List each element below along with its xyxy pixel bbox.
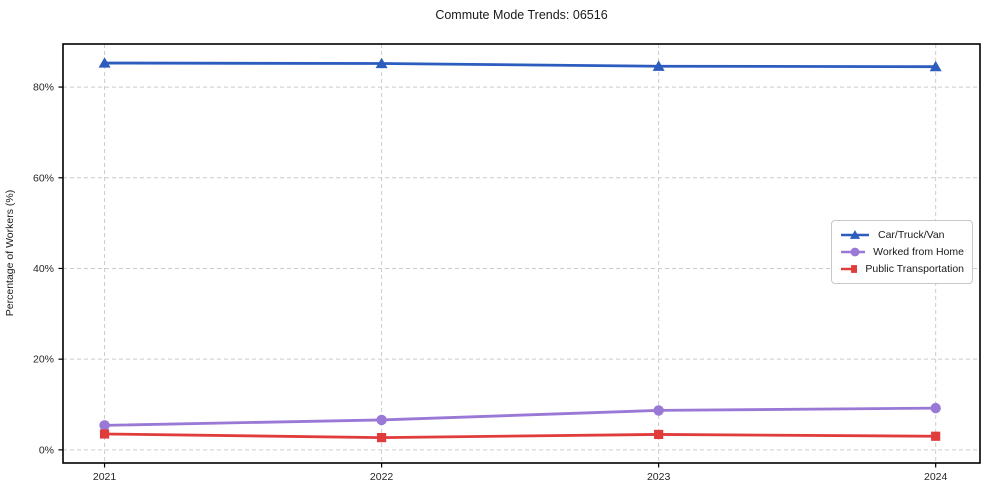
x-tick-label: 2021	[93, 471, 117, 483]
legend-label: Car/Truck/Van	[878, 229, 945, 241]
legend-item-worked-from-home: Worked from Home	[840, 244, 964, 260]
y-tick-label: 80%	[33, 82, 54, 94]
marker-circle	[99, 420, 110, 431]
marker-circle	[850, 247, 860, 257]
marker-triangle	[849, 230, 861, 239]
chart-title: Commute Mode Trends: 06516	[435, 8, 608, 22]
series-line	[104, 432, 936, 440]
legend-square-marker-icon	[841, 265, 858, 273]
x-tick-label: 2024	[924, 471, 948, 483]
marker-triangle	[98, 57, 111, 68]
marker-square	[931, 431, 941, 441]
gridlines	[63, 44, 980, 463]
legend-item-public-transportation: Public Transportation	[840, 261, 964, 277]
series-line	[104, 61, 936, 69]
marker-triangle	[929, 60, 942, 72]
series-worked-from-home	[99, 402, 941, 431]
marker-circle	[930, 402, 941, 414]
marker-square	[851, 265, 858, 273]
legend-label: Worked from Home	[873, 246, 964, 258]
marker-square	[99, 429, 110, 439]
axis-tick-labels: 0% 20% 40% 60% 80% 2021 2022 2023 2024	[33, 82, 948, 483]
marker-square	[376, 433, 387, 443]
series-car-truck-van	[98, 57, 942, 72]
y-tick-label: 40%	[33, 263, 54, 275]
plot-border	[62, 43, 981, 464]
y-tick-label: 60%	[33, 172, 54, 184]
legend: Car/Truck/Van Worked from Home Public Tran…	[831, 220, 973, 284]
y-tick-label: 0%	[39, 444, 54, 456]
marker-triangle	[652, 60, 665, 71]
legend-triangle-marker-icon	[841, 230, 869, 239]
x-tick-label: 2022	[370, 471, 394, 483]
y-tick-label: 20%	[33, 354, 54, 366]
legend-label: Public Transportation	[865, 263, 964, 275]
series-public-transportation	[99, 429, 941, 443]
marker-circle	[653, 405, 664, 416]
legend-item-car-truck-van: Car/Truck/Van	[840, 227, 964, 243]
legend-circle-marker-icon	[841, 247, 866, 257]
x-tick-label: 2023	[647, 471, 671, 483]
marker-circle	[376, 414, 387, 426]
marker-triangle	[375, 57, 388, 69]
marker-square	[654, 429, 664, 440]
series-line	[104, 406, 936, 427]
